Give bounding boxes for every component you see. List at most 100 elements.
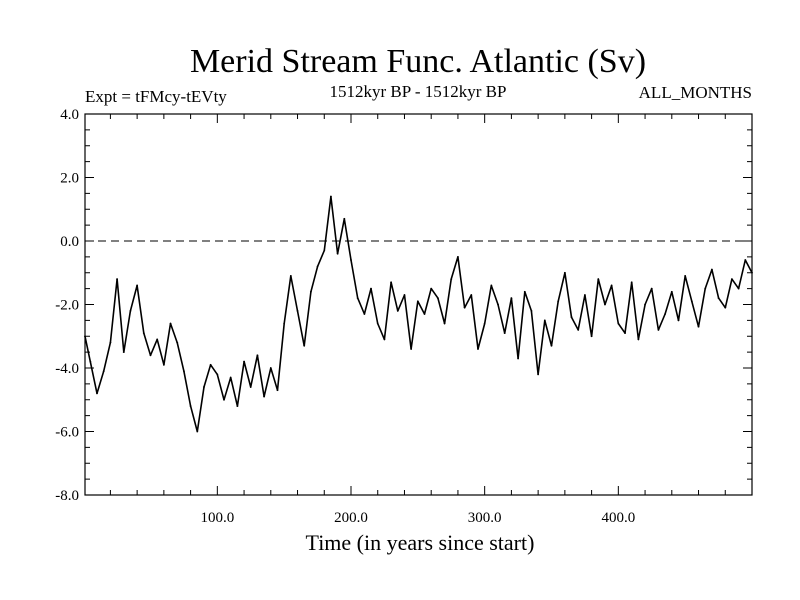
data-point <box>336 252 339 255</box>
data-point <box>183 370 185 373</box>
data-point <box>670 290 673 293</box>
data-point <box>376 322 379 325</box>
y-axis-ticks <box>85 113 752 496</box>
x-tick-label: 200.0 <box>334 510 368 526</box>
data-point <box>176 341 179 344</box>
data-point <box>423 313 426 315</box>
data-point <box>189 405 192 407</box>
data-point <box>436 297 439 300</box>
data-point <box>557 300 560 303</box>
data-point <box>450 278 453 280</box>
data-point <box>503 332 506 334</box>
data-point <box>122 351 125 354</box>
data-point <box>223 398 225 401</box>
data-point <box>470 294 473 296</box>
data-point <box>550 344 553 347</box>
data-point <box>690 300 693 303</box>
y-tick-label: -2.0 <box>55 298 79 314</box>
data-point <box>530 309 533 312</box>
data-point <box>343 217 346 220</box>
y-tick-label: 0.0 <box>60 234 79 250</box>
data-point <box>149 354 152 357</box>
data-point <box>383 338 386 341</box>
data-point <box>590 335 593 338</box>
data-point <box>129 309 132 312</box>
data-point <box>630 281 633 284</box>
data-point <box>169 322 172 325</box>
data-point <box>309 290 312 293</box>
data-point <box>563 271 566 274</box>
data-point <box>390 281 392 284</box>
data-point <box>664 313 667 315</box>
y-tick-label: -8.0 <box>55 488 79 504</box>
x-axis-tick-labels: 100.0 200.0 300.0 400.0 <box>200 510 635 526</box>
data-point <box>704 287 707 290</box>
expt-label: Expt = tFMcy-tEVty <box>85 87 227 106</box>
data-point <box>463 306 466 309</box>
data-point <box>710 268 713 271</box>
data-point <box>443 322 446 325</box>
data-point <box>296 309 299 312</box>
data-point <box>249 386 252 388</box>
data-point <box>243 360 245 363</box>
data-point <box>416 300 419 303</box>
data-point <box>677 319 680 322</box>
data-point <box>543 319 546 322</box>
plot-frame <box>84 113 753 496</box>
data-point <box>116 278 118 280</box>
y-tick-label: 4.0 <box>60 107 79 123</box>
data-point <box>697 325 700 328</box>
months-label: ALL_MONTHS <box>639 83 752 102</box>
data-point <box>644 303 646 306</box>
data-point <box>751 271 753 274</box>
data-point <box>136 284 139 287</box>
data-point <box>684 275 687 277</box>
data-point <box>289 275 292 277</box>
y-tick-label: -4.0 <box>55 361 79 377</box>
y-axis-tick-labels: -8.0 -6.0 -4.0 -2.0 0.0 2.0 4.0 <box>55 107 79 504</box>
data-point <box>657 329 660 331</box>
data-point <box>109 341 112 344</box>
data-point <box>604 303 606 306</box>
data-point <box>283 322 286 325</box>
data-point <box>203 386 205 388</box>
data-point <box>209 363 212 366</box>
data-point <box>510 297 513 300</box>
y-tick-label: -6.0 <box>55 425 79 441</box>
data-point <box>162 363 165 366</box>
data-point <box>570 316 573 319</box>
chart-subtitle: 1512kyr BP - 1512kyr BP <box>330 82 507 101</box>
data-point <box>490 284 493 287</box>
data-point <box>396 309 399 312</box>
data-point <box>96 392 98 395</box>
data-point <box>457 255 459 258</box>
data-point <box>744 259 747 261</box>
data-points <box>84 195 753 433</box>
data-point <box>537 373 540 376</box>
data-point <box>724 306 727 309</box>
x-axis-ticks <box>109 114 726 495</box>
data-point <box>370 287 372 290</box>
data-point <box>356 297 359 300</box>
data-point <box>350 259 352 261</box>
data-point <box>316 265 319 268</box>
data-point <box>236 405 239 407</box>
data-point <box>617 322 620 325</box>
data-point <box>263 395 266 398</box>
data-point <box>256 354 259 357</box>
data-point <box>497 303 499 306</box>
x-tick-label: 100.0 <box>200 510 234 526</box>
data-point <box>584 294 586 296</box>
data-point <box>410 348 413 350</box>
data-point <box>84 335 86 338</box>
data-point <box>269 367 272 369</box>
data-point <box>430 287 433 290</box>
data-point <box>303 344 306 347</box>
data-point <box>523 290 526 293</box>
data-point <box>624 332 626 334</box>
data-point <box>597 278 600 280</box>
data-point <box>650 287 653 290</box>
chart-title: Merid Stream Func. Atlantic (Sv) <box>190 43 646 80</box>
data-point <box>577 329 580 331</box>
